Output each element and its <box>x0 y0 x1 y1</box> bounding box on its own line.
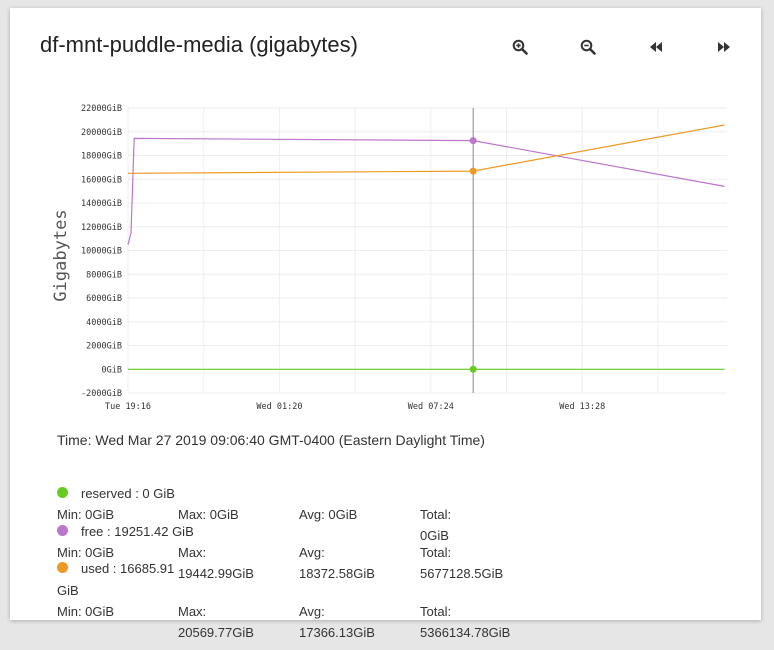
used-legend-dot <box>57 562 68 573</box>
zoom-out-button[interactable] <box>576 38 600 56</box>
free-avg-value: 18372.58GiB <box>299 566 375 581</box>
zoom-in-button[interactable] <box>508 38 532 56</box>
used-legend-label[interactable]: used : 16685.91 <box>81 561 175 576</box>
reserved-total-value: 0GiB <box>420 528 449 543</box>
used-max-label: Max: <box>178 604 207 619</box>
y-tick-label: 6000GiB <box>86 294 122 304</box>
line-chart[interactable]: 22000GiB 20000GiB 18000GiB 16000GiB 14000GiB… <box>10 88 761 428</box>
free-total-label: Total: <box>420 545 452 560</box>
series-point-free <box>469 137 477 145</box>
chart-card: df-mnt-puddle-media (gigabytes) <box>10 8 761 620</box>
used-total-label: Total: <box>420 604 452 619</box>
used-total-value: 5366134.78GiB <box>420 625 511 640</box>
x-tick-label: Tue 19:16 <box>105 402 151 412</box>
y-tick-label: 20000GiB <box>81 128 122 138</box>
fast-forward-icon <box>717 42 731 52</box>
reserved-avg: Avg: 0GiB <box>299 507 358 522</box>
y-axis-label: Gigabytes <box>51 209 71 301</box>
free-legend-dot <box>57 525 68 536</box>
used-avg-value: 17366.13GiB <box>299 625 375 640</box>
y-tick-label: 14000GiB <box>81 199 122 209</box>
free-legend-label[interactable]: free : 19251.42 GiB <box>81 524 194 539</box>
y-tick-label: -2000GiB <box>81 389 122 399</box>
reserved-legend-label[interactable]: reserved : 0 GiB <box>81 486 175 501</box>
reserved-total-label: Total: <box>420 507 452 522</box>
free-avg-label: Avg: <box>299 545 325 560</box>
forward-button[interactable] <box>712 38 736 56</box>
y-tick-label: 16000GiB <box>81 175 122 185</box>
y-tick-label: 0GiB <box>102 365 122 375</box>
page-title: df-mnt-puddle-media (gigabytes) <box>40 32 358 57</box>
used-legend-unit: GiB <box>57 583 79 598</box>
free-max-label: Max: <box>178 545 207 560</box>
rewind-icon <box>649 42 663 52</box>
series-point-reserved <box>469 365 477 373</box>
x-tick-label: Wed 07:24 <box>408 402 454 412</box>
series-point-used <box>469 167 477 175</box>
zoom-in-icon <box>512 39 528 55</box>
free-total-value: 5677128.5GiB <box>420 566 504 581</box>
y-tick-label: 4000GiB <box>86 318 122 328</box>
y-tick-label: 2000GiB <box>86 342 122 352</box>
y-tick-label: 8000GiB <box>86 270 122 280</box>
used-avg-label: Avg: <box>299 604 325 619</box>
free-min: Min: 0GiB <box>57 545 115 560</box>
zoom-out-icon <box>580 39 596 55</box>
y-tick-label: 22000GiB <box>81 104 122 114</box>
used-min: Min: 0GiB <box>57 604 115 619</box>
used-max-value: 20569.77GiB <box>178 625 254 640</box>
reserved-legend-dot <box>57 487 68 498</box>
free-max-value: 19442.99GiB <box>178 566 254 581</box>
x-tick-label: Wed 01:20 <box>256 402 302 412</box>
reserved-min: Min: 0GiB <box>57 507 115 522</box>
x-tick-label: Wed 13:28 <box>559 402 605 412</box>
y-tick-label: 10000GiB <box>81 247 122 257</box>
series-line-free <box>127 137 725 245</box>
back-button[interactable] <box>644 38 668 56</box>
time-readout: Time: Wed Mar 27 2019 09:06:40 GMT-0400 … <box>57 432 485 448</box>
reserved-max: Max: 0GiB <box>178 507 239 522</box>
y-tick-label: 12000GiB <box>81 223 122 233</box>
y-tick-label: 18000GiB <box>81 152 122 162</box>
